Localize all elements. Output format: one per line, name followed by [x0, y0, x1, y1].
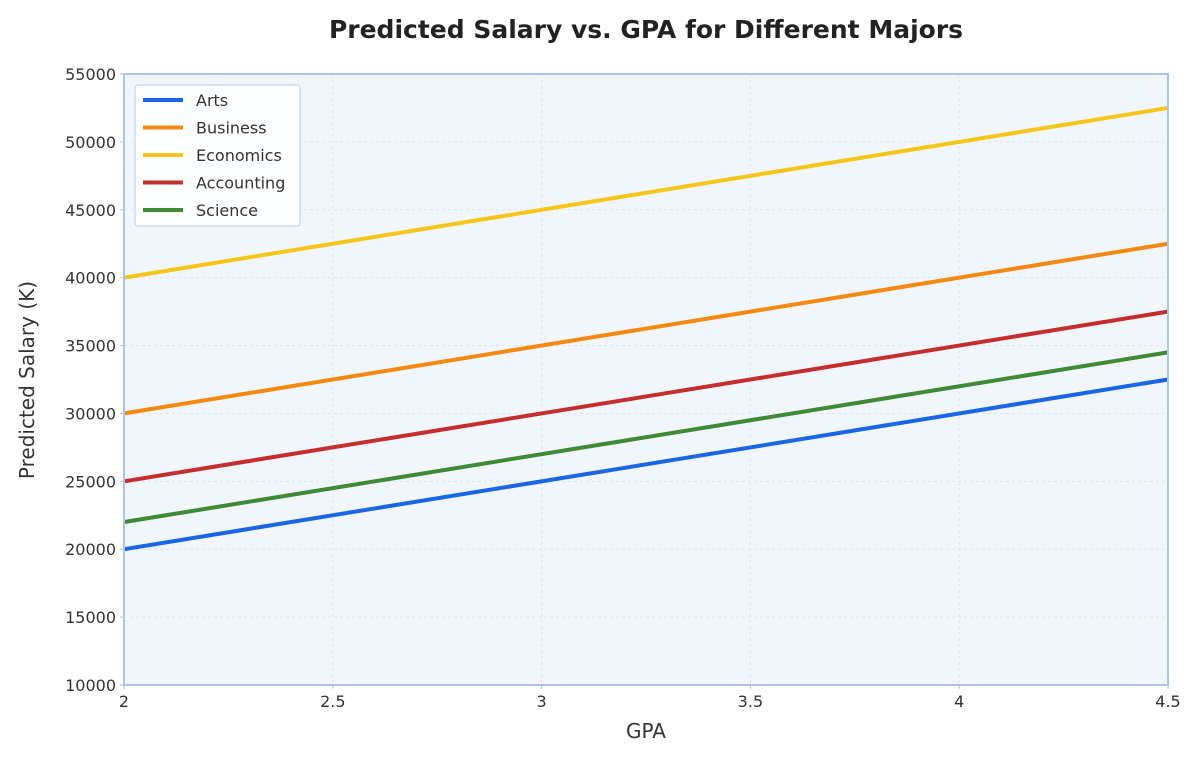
- y-tick-label: 40000: [65, 269, 116, 288]
- x-tick-label: 2: [119, 692, 129, 711]
- series-line-arts: [123, 377, 1169, 552]
- y-tick-label: 25000: [65, 472, 116, 491]
- y-tick-label: 30000: [65, 404, 116, 423]
- y-tick-label: 45000: [65, 201, 116, 220]
- y-tick-label: 35000: [65, 337, 116, 356]
- series-line-economics: [123, 105, 1169, 280]
- series-line-science: [123, 350, 1169, 525]
- y-ticks: 10000 15000 20000 25000 30000 35000 40000 45000…: [65, 65, 124, 695]
- y-axis-label: Predicted Salary (K): [15, 281, 39, 479]
- legend-label-accounting: Accounting: [196, 174, 285, 193]
- x-tick-label: 4.5: [1155, 692, 1180, 711]
- legend: Arts Business Economics Accounting Science: [134, 84, 301, 227]
- chart-title: Predicted Salary vs. GPA for Different M…: [329, 15, 963, 44]
- x-ticks: 2 2.5 3 3.5 4 4.5: [119, 685, 1181, 711]
- series-lines: [123, 105, 1169, 552]
- x-tick-label: 3: [537, 692, 547, 711]
- plot-frame: [123, 73, 1169, 686]
- legend-label-business: Business: [196, 119, 267, 138]
- x-tick-label: 2.5: [320, 692, 345, 711]
- series-line-business: [123, 241, 1169, 416]
- x-tick-label: 3.5: [738, 692, 763, 711]
- y-tick-label: 50000: [65, 133, 116, 152]
- legend-label-arts: Arts: [196, 91, 228, 110]
- y-tick-label: 15000: [65, 608, 116, 627]
- x-tick-label: 4: [954, 692, 964, 711]
- legend-box: [134, 84, 301, 227]
- legend-label-economics: Economics: [196, 146, 282, 165]
- y-tick-label: 10000: [65, 676, 116, 695]
- legend-label-science: Science: [196, 201, 258, 220]
- y-tick-label: 20000: [65, 540, 116, 559]
- series-line-accounting: [123, 309, 1169, 484]
- y-tick-label: 55000: [65, 65, 116, 84]
- x-axis-label: GPA: [626, 719, 666, 743]
